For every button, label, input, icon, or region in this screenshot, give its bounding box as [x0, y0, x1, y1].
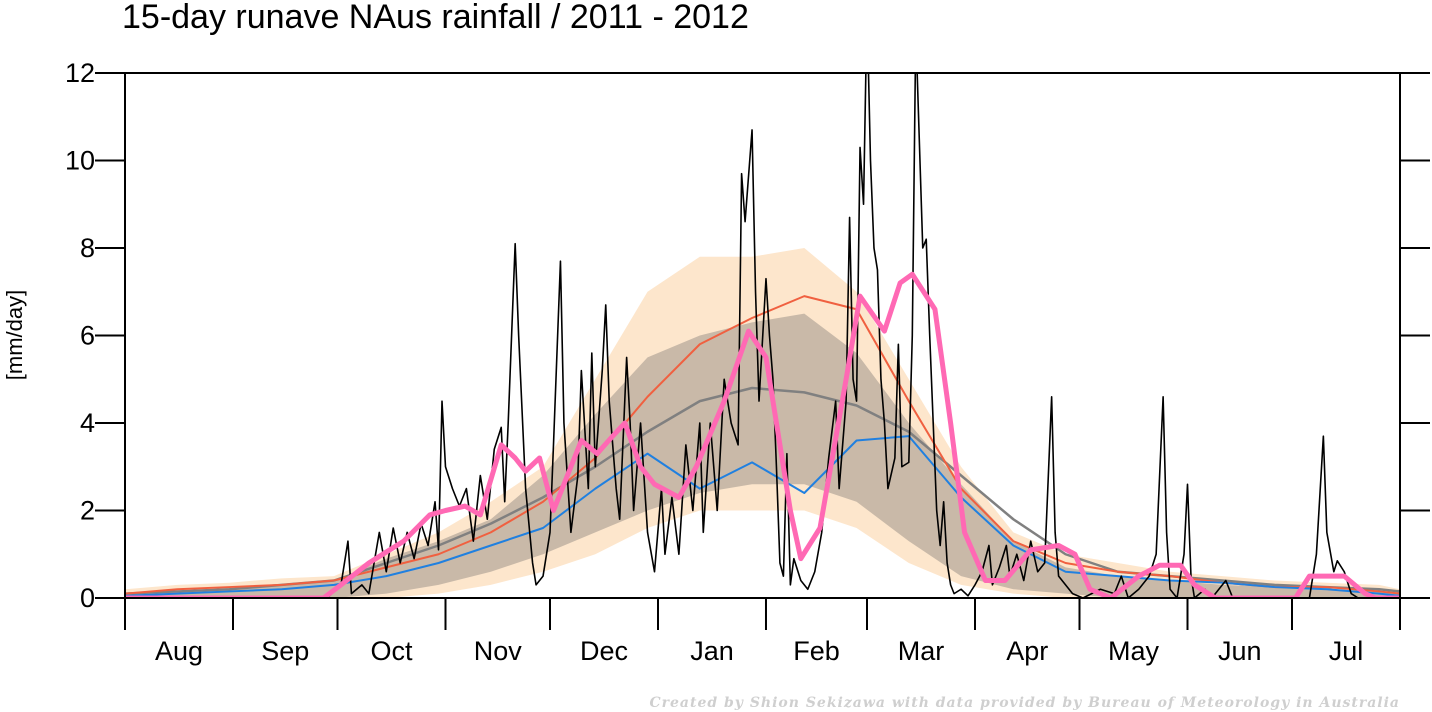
y-tick-label: 6: [80, 321, 95, 351]
x-tick-label: Oct: [370, 636, 413, 666]
x-tick-label: Jun: [1218, 636, 1262, 666]
x-tick-label: May: [1108, 636, 1160, 666]
chart-title: 15-day runave NAus rainfall / 2011 - 201…: [122, 0, 749, 36]
x-tick-label: Sep: [261, 636, 309, 666]
percentile-band: [125, 313, 1400, 598]
y-tick-label: 12: [65, 58, 95, 88]
x-tick-label: Feb: [793, 636, 840, 666]
line: [326, 73, 1400, 598]
x-tick-label: Aug: [155, 636, 203, 666]
y-tick-label: 10: [65, 146, 95, 176]
x-tick-label: Apr: [1006, 636, 1048, 666]
axes: 0 2 4 6 8 10 12 Aug Sep Oct Nov Dec Jan Feb Mar Apr May J…: [65, 58, 1430, 666]
x-tick-label: Nov: [474, 636, 523, 666]
y-axis-label: [mm/day]: [2, 290, 27, 380]
x-tick-label: Jul: [1329, 636, 1364, 666]
x-tick-label: Mar: [898, 636, 945, 666]
x-tick-label: Jan: [690, 636, 734, 666]
line: [125, 271, 1400, 598]
plot-area: [125, 73, 1400, 598]
x-tick-label: Dec: [580, 636, 628, 666]
y-tick-label: 4: [80, 408, 95, 438]
credit: Created by Shion Sekizawa with data prov…: [649, 695, 1400, 711]
y-tick-label: 0: [80, 583, 95, 613]
y-tick-label: 2: [80, 496, 95, 526]
y-tick-label: 8: [80, 233, 95, 263]
